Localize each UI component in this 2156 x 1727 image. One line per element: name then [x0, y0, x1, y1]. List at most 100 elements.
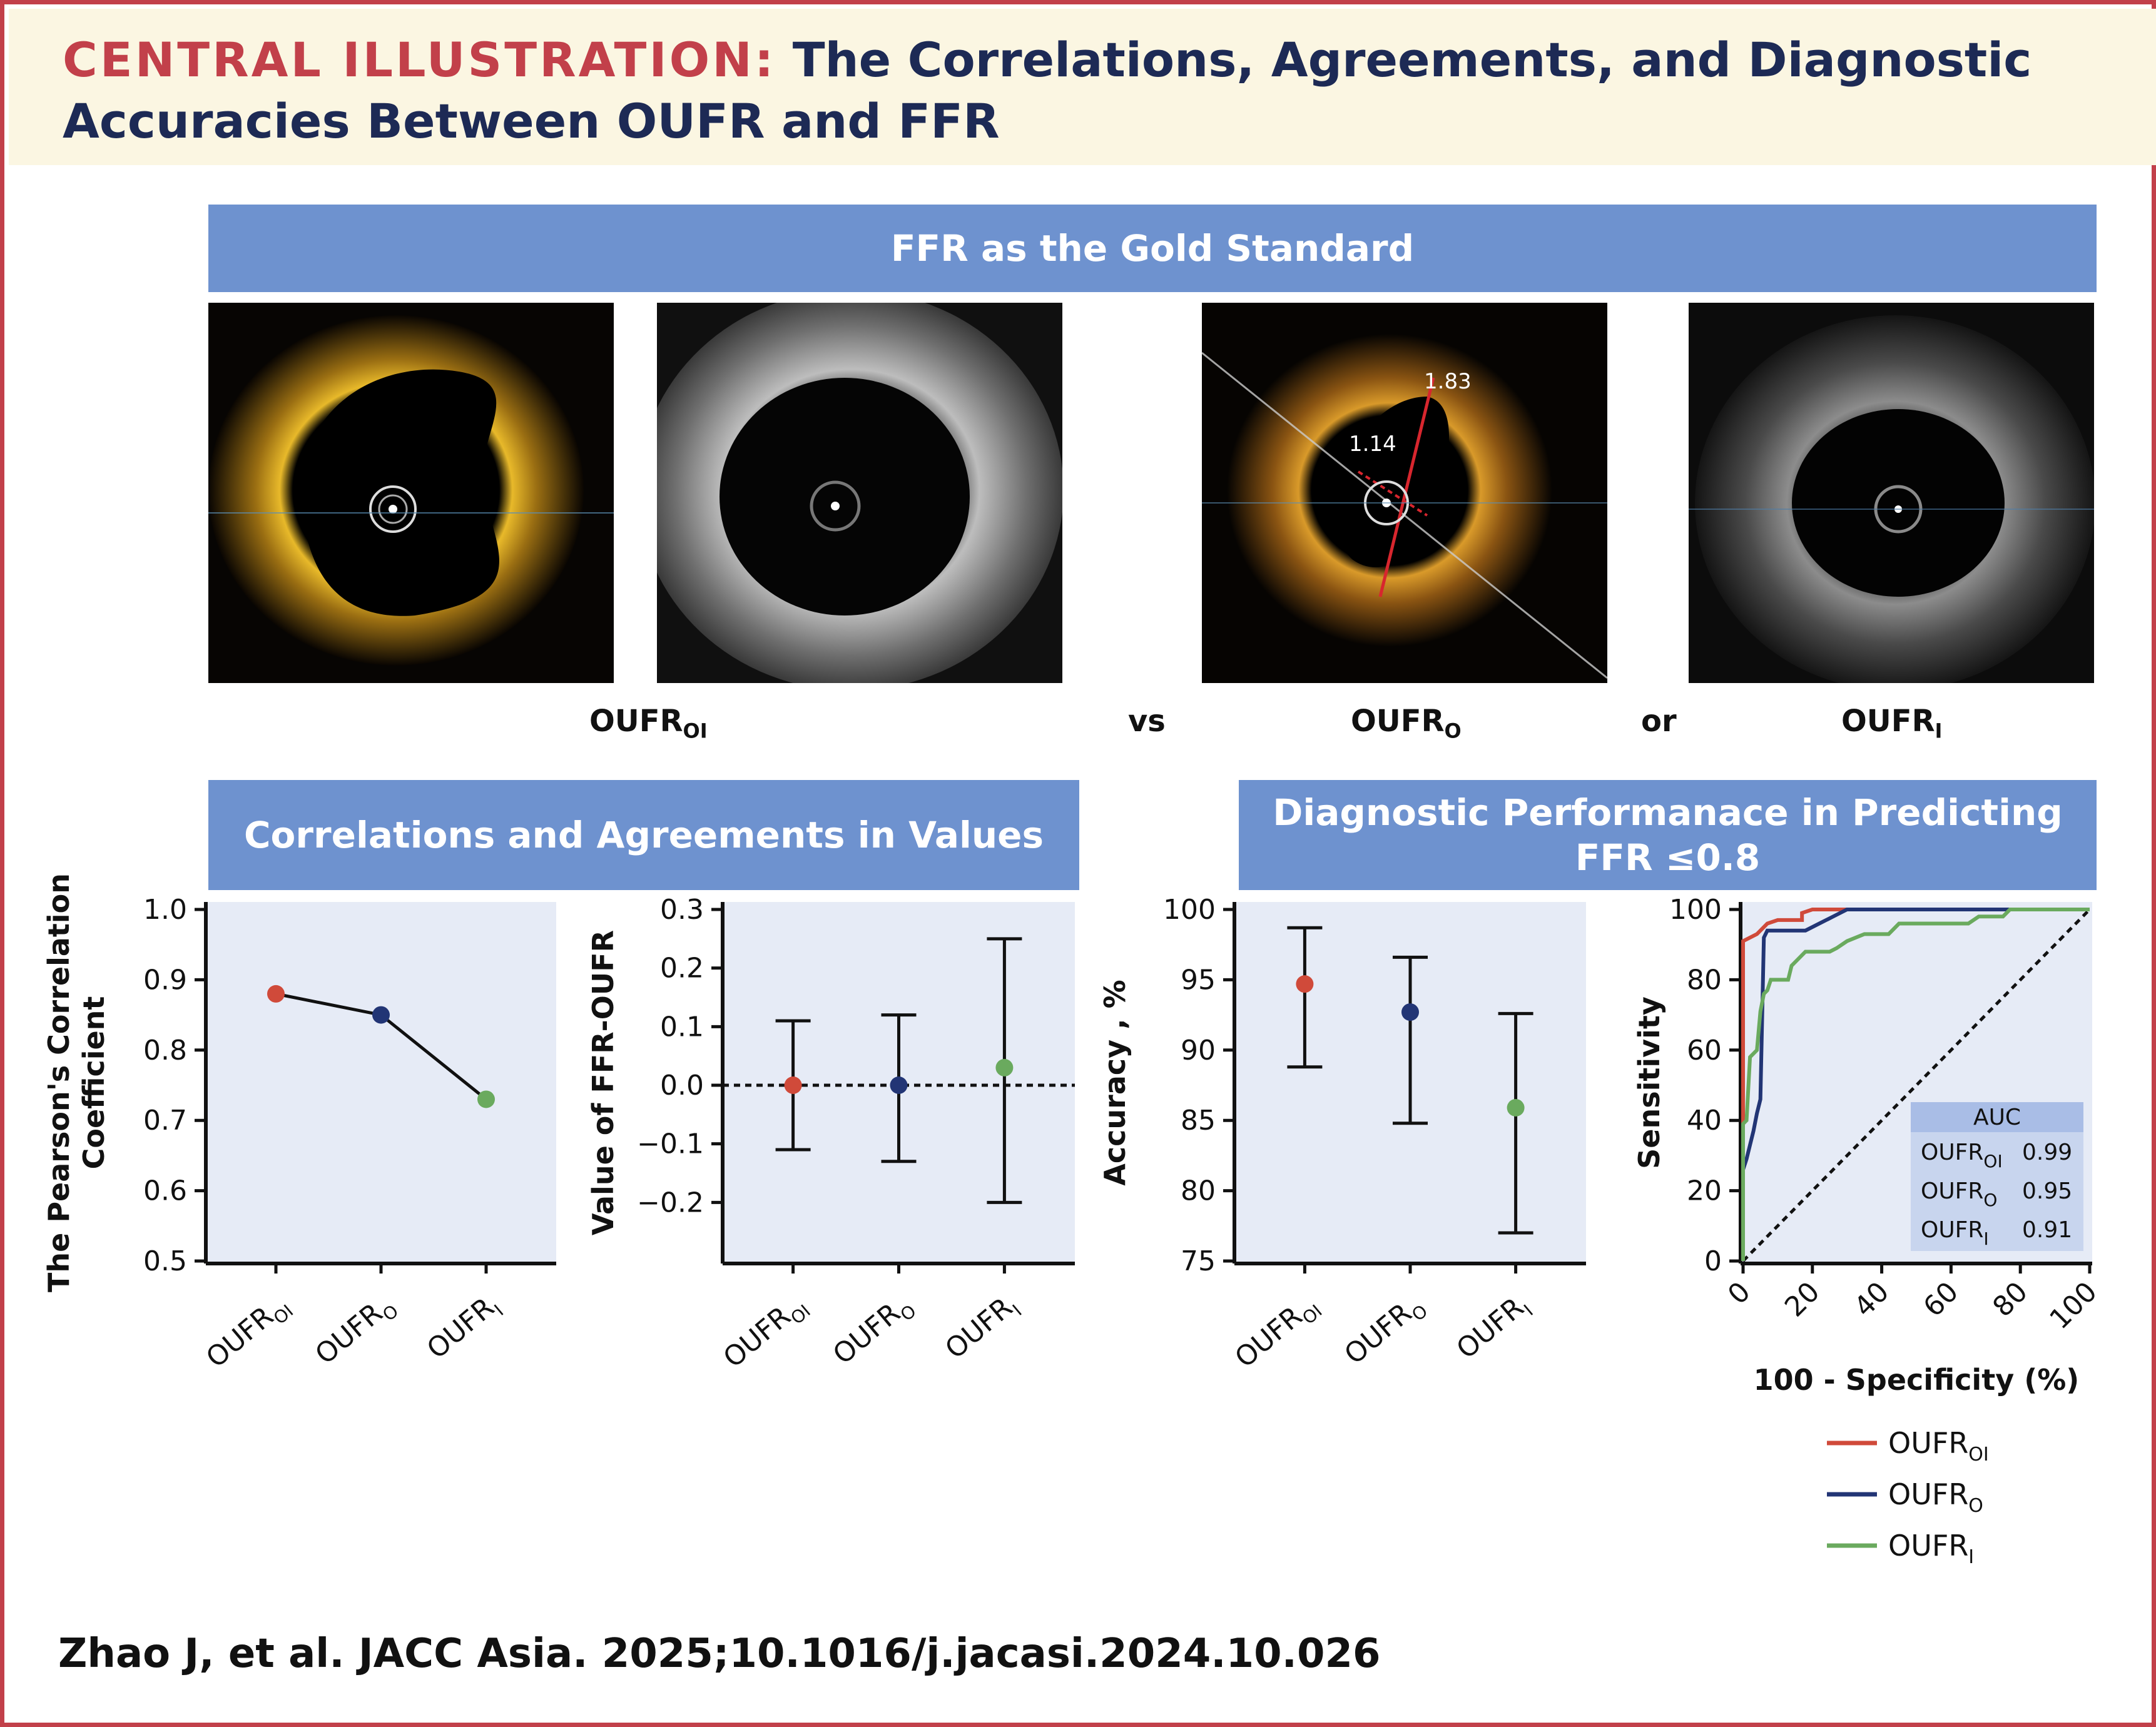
roc-diagonal [1742, 908, 2091, 1262]
auc-table-row-name: OUFRO [1921, 1178, 1997, 1210]
agreement-category-label: OUFROI [718, 1288, 815, 1378]
legend-label-o: OUFRO [1888, 1477, 1983, 1517]
auc-table-row-name: OUFRI [1921, 1217, 1989, 1249]
agreement-category-label: OUFRI [939, 1288, 1025, 1369]
comparison-label-oufr-o-sub: O [1444, 719, 1462, 743]
diagnostic-banner-line-2: FFR ≤0.8 [1575, 836, 1761, 879]
ivus-image-right [1689, 303, 2094, 683]
auc-table-header: AUC [1973, 1105, 2021, 1130]
agreement-y-tick-label: −0.2 [637, 1187, 704, 1218]
accuracy-y-tick-label: 90 [1181, 1035, 1216, 1066]
title-prefix: CENTRAL ILLUSTRATION: [63, 32, 776, 88]
accuracy-y-axis-title: Accuracy , % [1098, 980, 1132, 1185]
roc-y-tick-label: 60 [1687, 1035, 1722, 1066]
accuracy-mean-point [1296, 975, 1314, 993]
correlation-category-label: OUFRO [309, 1288, 402, 1374]
agreement-mean-point [995, 1058, 1014, 1076]
roc-curve-i [1741, 908, 2090, 1261]
header: CENTRAL ILLUSTRATION: The Correlations, … [9, 9, 2156, 165]
title-line-1: CENTRAL ILLUSTRATION: The Correlations, … [63, 31, 2031, 88]
legend-label-i: OUFRI [1888, 1529, 1974, 1568]
accuracy-mean-point [1507, 1098, 1525, 1117]
agreement-mean-point [784, 1076, 802, 1094]
auc-table-row-value: 0.95 [2022, 1178, 2072, 1204]
agreement-category-group: OUFRO [827, 1288, 920, 1374]
comparison-label-oufr-i-sub: I [1935, 719, 1943, 743]
correlation-y-tick-label: 0.9 [143, 964, 187, 996]
roc-y-tick-label: 40 [1687, 1105, 1722, 1137]
roc-x-tick-label: 20 [1779, 1276, 1826, 1324]
correlation-y-tick-label: 0.6 [143, 1175, 187, 1207]
comparison-vs: vs [1128, 704, 1166, 739]
agreement-y-axis-title: Value of FFR-OUFR [586, 930, 620, 1235]
comparison-label-oufr-o-main: OUFR [1351, 704, 1445, 739]
correlation-plot-area [206, 902, 556, 1264]
comparison-label-oufr-i-main: OUFR [1841, 704, 1935, 739]
measure-label-b: 1.14 [1349, 432, 1396, 457]
agreement-y-tick-label: 0.3 [660, 894, 704, 926]
roc-y-tick-label: 80 [1687, 964, 1722, 996]
correlation-y-tick-label: 0.8 [143, 1035, 187, 1066]
correlation-category-group: OUFRO [309, 1288, 402, 1374]
accuracy-category-group: OUFROI [1229, 1288, 1326, 1378]
agreement-y-tick-label: −0.1 [637, 1128, 704, 1160]
agreement-category-label: OUFRO [827, 1288, 920, 1374]
roc-curve-o [1741, 908, 2090, 1261]
accuracy-y-tick-label: 95 [1181, 964, 1216, 996]
agreement-category-group: OUFROI [718, 1288, 815, 1378]
agreement-y-tick-label: 0.0 [660, 1070, 704, 1102]
correlation-category-label: OUFRI [421, 1288, 507, 1369]
accuracy-y-tick-label: 85 [1181, 1105, 1216, 1137]
roc-x-axis-title: 100 - Specificity (%) [1754, 1363, 2080, 1397]
accuracy-category-label: OUFRO [1338, 1288, 1431, 1374]
auc-table-header-bg [1911, 1102, 2083, 1132]
auc-table-row-name: OUFROI [1921, 1140, 2003, 1172]
auc-table-body-bg [1911, 1132, 2083, 1251]
correlation-y-tick-label: 0.7 [143, 1105, 187, 1137]
title-text-2: Accuracies Between OUFR and FFR [63, 93, 1000, 149]
correlation-category-label: OUFROI [200, 1288, 297, 1378]
roc-x-tick-label: 0 [1722, 1276, 1757, 1311]
roc-y-tick-label: 100 [1669, 894, 1722, 926]
comparison-or: or [1641, 704, 1677, 739]
agreement-mean-point [890, 1076, 908, 1094]
accuracy-y-tick-label: 75 [1181, 1245, 1216, 1277]
agreement-category-group: OUFRI [939, 1288, 1025, 1369]
auc-table-row-value: 0.99 [2022, 1140, 2072, 1165]
accuracy-category-label: OUFROI [1229, 1288, 1326, 1378]
correlation-y-tick-label: 0.5 [143, 1245, 187, 1277]
agreement-y-tick-label: 0.2 [660, 953, 704, 985]
roc-x-tick-label: 60 [1918, 1276, 1965, 1324]
correlation-y-tick-label: 1.0 [143, 894, 187, 926]
roc-y-axis-title: Sensitivity [1632, 996, 1666, 1169]
comparison-label-oufr-o: OUFRO [1351, 704, 1462, 743]
roc-x-tick-label: 80 [1986, 1276, 2034, 1324]
accuracy-y-tick-label: 80 [1181, 1175, 1216, 1207]
ivus-image-left [657, 303, 1062, 683]
citation: Zhao J, et al. JACC Asia. 2025;10.1016/j… [58, 1631, 1381, 1677]
agreement-y-tick-label: 0.1 [660, 1011, 704, 1043]
comparison-label-oufr-oi-main: OUFR [589, 704, 683, 739]
correlation-point [372, 1006, 390, 1024]
correlation-y-axis-title: The Pearson's Correlation Coefficient [42, 873, 111, 1292]
correlation-point [267, 985, 285, 1003]
roc-curve-oi [1741, 908, 2090, 1261]
title-text-1: The Correlations, Agreements, and Diagno… [792, 32, 2032, 88]
legend-label-oi: OUFROI [1888, 1426, 1989, 1466]
auc-table-row-value: 0.91 [2022, 1217, 2072, 1243]
oct-image-left [208, 303, 614, 683]
accuracy-category-group: OUFRO [1338, 1288, 1431, 1374]
correlation-y-label-line-1: The Pearson's Correlation [42, 873, 76, 1292]
accuracy-mean-point [1401, 1003, 1419, 1021]
diagnostic-banner-line-1: Diagnostic Performanace in Predicting [1273, 791, 2063, 834]
title-line-2: Accuracies Between OUFR and FFR [63, 93, 1000, 149]
accuracy-category-label: OUFRI [1451, 1288, 1537, 1369]
accuracy-category-group: OUFRI [1451, 1288, 1537, 1369]
gold-standard-banner: FFR as the Gold Standard [208, 205, 2097, 292]
roc-x-tick-label: 100 [2043, 1276, 2103, 1335]
oct-image-right: 1.83 1.14 [1202, 303, 1607, 683]
correlation-y-label-line-2: Coefficient [77, 996, 111, 1170]
correlation-category-group: OUFROI [200, 1288, 297, 1378]
comparison-label-oufr-oi-sub: OI [683, 719, 708, 743]
